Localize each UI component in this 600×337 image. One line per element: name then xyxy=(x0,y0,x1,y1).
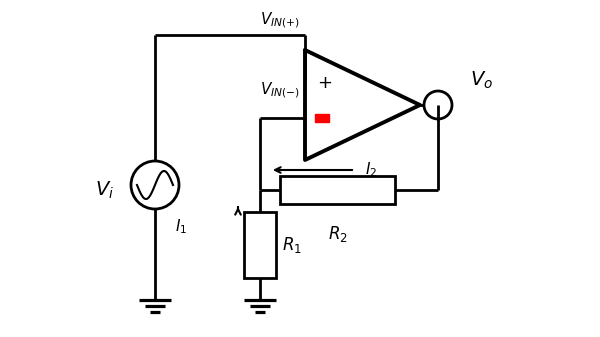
Text: $V_{IN(-)}$: $V_{IN(-)}$ xyxy=(260,81,300,100)
Text: $I_1$: $I_1$ xyxy=(175,218,187,236)
Text: +: + xyxy=(317,74,332,92)
Text: $R_1$: $R_1$ xyxy=(282,235,302,255)
Text: $V_o$: $V_o$ xyxy=(470,69,493,91)
Text: $V_i$: $V_i$ xyxy=(95,179,115,201)
Text: $R_2$: $R_2$ xyxy=(328,224,347,244)
Text: $V_{IN(+)}$: $V_{IN(+)}$ xyxy=(260,10,300,30)
Bar xyxy=(315,114,329,122)
Text: $I_2$: $I_2$ xyxy=(365,161,377,179)
Bar xyxy=(280,176,395,204)
Bar xyxy=(244,212,276,278)
